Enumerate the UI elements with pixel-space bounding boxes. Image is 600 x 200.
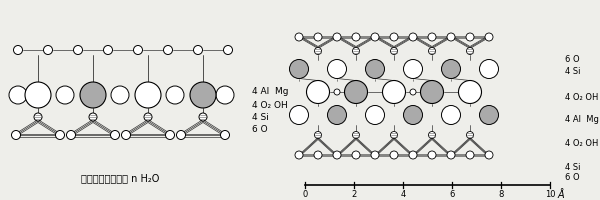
Circle shape bbox=[352, 151, 360, 159]
Circle shape bbox=[371, 151, 379, 159]
Circle shape bbox=[404, 106, 422, 124]
Circle shape bbox=[25, 82, 51, 108]
Circle shape bbox=[166, 86, 184, 104]
Text: 4 Si: 4 Si bbox=[252, 114, 269, 122]
Text: 6 O: 6 O bbox=[565, 55, 580, 64]
Circle shape bbox=[111, 86, 129, 104]
Text: 4 Al  Mg: 4 Al Mg bbox=[252, 88, 289, 97]
Circle shape bbox=[442, 60, 461, 78]
Circle shape bbox=[328, 106, 347, 124]
Circle shape bbox=[353, 132, 359, 138]
Circle shape bbox=[121, 130, 131, 140]
Circle shape bbox=[176, 130, 185, 140]
Circle shape bbox=[56, 130, 65, 140]
Circle shape bbox=[467, 132, 473, 138]
Text: 6 O: 6 O bbox=[565, 173, 580, 182]
Circle shape bbox=[67, 130, 76, 140]
Circle shape bbox=[390, 151, 398, 159]
Circle shape bbox=[333, 151, 341, 159]
Circle shape bbox=[144, 113, 152, 121]
Circle shape bbox=[352, 33, 360, 41]
Circle shape bbox=[14, 46, 23, 54]
Circle shape bbox=[353, 47, 359, 54]
Circle shape bbox=[479, 60, 499, 78]
Circle shape bbox=[442, 106, 461, 124]
Circle shape bbox=[334, 89, 340, 95]
Circle shape bbox=[421, 80, 443, 104]
Circle shape bbox=[485, 151, 493, 159]
Text: 交換性陽イオン＋ n H₂O: 交換性陽イオン＋ n H₂O bbox=[81, 173, 159, 183]
Circle shape bbox=[135, 82, 161, 108]
Circle shape bbox=[428, 132, 436, 138]
Circle shape bbox=[133, 46, 143, 54]
Circle shape bbox=[365, 60, 385, 78]
Text: 4 Si: 4 Si bbox=[565, 162, 581, 171]
Circle shape bbox=[9, 86, 27, 104]
Circle shape bbox=[74, 46, 83, 54]
Circle shape bbox=[290, 60, 308, 78]
Circle shape bbox=[199, 113, 207, 121]
Circle shape bbox=[447, 33, 455, 41]
Circle shape bbox=[314, 151, 322, 159]
Circle shape bbox=[89, 113, 97, 121]
Text: 4 Si: 4 Si bbox=[565, 68, 581, 76]
Circle shape bbox=[314, 33, 322, 41]
Circle shape bbox=[447, 151, 455, 159]
Circle shape bbox=[365, 106, 385, 124]
Circle shape bbox=[314, 132, 322, 138]
Circle shape bbox=[110, 130, 119, 140]
Circle shape bbox=[485, 33, 493, 41]
Text: 2: 2 bbox=[352, 190, 356, 199]
Circle shape bbox=[193, 46, 203, 54]
Circle shape bbox=[223, 46, 233, 54]
Circle shape bbox=[56, 86, 74, 104]
Circle shape bbox=[404, 60, 422, 78]
Text: 6 O: 6 O bbox=[252, 126, 268, 134]
Text: 4: 4 bbox=[400, 190, 406, 199]
Circle shape bbox=[428, 33, 436, 41]
Circle shape bbox=[391, 132, 398, 138]
Circle shape bbox=[290, 106, 308, 124]
Circle shape bbox=[466, 33, 474, 41]
Circle shape bbox=[390, 33, 398, 41]
Text: 4 O₂ OH: 4 O₂ OH bbox=[565, 140, 598, 148]
Text: 4 O₂ OH: 4 O₂ OH bbox=[565, 92, 598, 102]
Text: Å: Å bbox=[558, 190, 565, 200]
Circle shape bbox=[163, 46, 173, 54]
Circle shape bbox=[166, 130, 175, 140]
Circle shape bbox=[221, 130, 229, 140]
Circle shape bbox=[383, 80, 406, 104]
Circle shape bbox=[466, 151, 474, 159]
Circle shape bbox=[479, 106, 499, 124]
Circle shape bbox=[410, 89, 416, 95]
Text: 4 Al  Mg: 4 Al Mg bbox=[565, 116, 599, 124]
Circle shape bbox=[216, 86, 234, 104]
Circle shape bbox=[458, 80, 482, 104]
Text: 8: 8 bbox=[499, 190, 503, 199]
Circle shape bbox=[307, 80, 329, 104]
Circle shape bbox=[409, 33, 417, 41]
Text: 10: 10 bbox=[545, 190, 555, 199]
Text: 6: 6 bbox=[449, 190, 455, 199]
Circle shape bbox=[34, 113, 42, 121]
Circle shape bbox=[295, 151, 303, 159]
Circle shape bbox=[295, 33, 303, 41]
Circle shape bbox=[428, 151, 436, 159]
Circle shape bbox=[428, 47, 436, 54]
Circle shape bbox=[467, 47, 473, 54]
Circle shape bbox=[391, 47, 398, 54]
Circle shape bbox=[104, 46, 113, 54]
Circle shape bbox=[328, 60, 347, 78]
Circle shape bbox=[11, 130, 20, 140]
Circle shape bbox=[333, 33, 341, 41]
Circle shape bbox=[80, 82, 106, 108]
Text: 4 O₂ OH: 4 O₂ OH bbox=[252, 100, 288, 110]
Circle shape bbox=[344, 80, 367, 104]
Circle shape bbox=[44, 46, 53, 54]
Circle shape bbox=[314, 47, 322, 54]
Circle shape bbox=[409, 151, 417, 159]
Text: 0: 0 bbox=[302, 190, 308, 199]
Circle shape bbox=[371, 33, 379, 41]
Circle shape bbox=[190, 82, 216, 108]
